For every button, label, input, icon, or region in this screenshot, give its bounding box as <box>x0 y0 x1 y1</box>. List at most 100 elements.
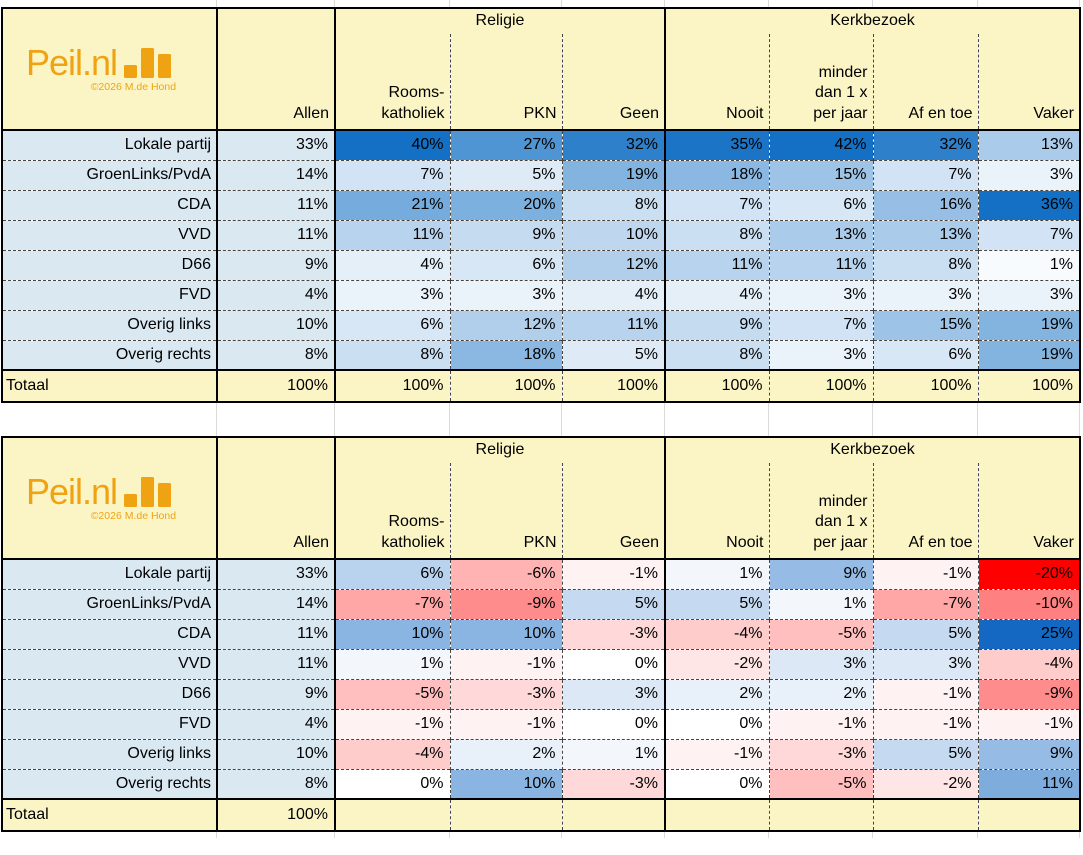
data-cell[interactable]: 4% <box>664 279 769 310</box>
data-cell[interactable]: 7% <box>768 309 873 340</box>
data-cell[interactable]: 15% <box>768 159 873 190</box>
totaal-cell[interactable]: 100% <box>334 369 450 402</box>
data-cell[interactable]: 10% <box>449 618 562 649</box>
data-cell[interactable]: -9% <box>977 678 1080 709</box>
data-cell[interactable]: 19% <box>977 309 1080 340</box>
data-cell[interactable]: 5% <box>872 618 978 649</box>
data-cell[interactable]: 3% <box>977 159 1080 190</box>
data-cell[interactable]: 12% <box>561 249 665 280</box>
data-cell[interactable]: 0% <box>664 708 769 739</box>
data-cell[interactable]: 10% <box>561 219 665 250</box>
totaal-cell[interactable]: 100% <box>768 369 873 402</box>
data-cell[interactable]: 2% <box>449 738 562 769</box>
data-cell[interactable]: 3% <box>768 339 873 370</box>
data-cell[interactable]: -9% <box>449 588 562 619</box>
data-cell[interactable]: -1% <box>768 708 873 739</box>
data-cell[interactable]: 0% <box>334 768 450 799</box>
data-cell[interactable]: -1% <box>872 678 978 709</box>
col-header[interactable]: Af en toe <box>872 34 978 130</box>
data-cell[interactable]: 13% <box>977 129 1080 160</box>
allen-cell[interactable]: 9% <box>216 678 335 709</box>
data-cell[interactable]: -1% <box>664 738 769 769</box>
data-cell[interactable]: 15% <box>872 309 978 340</box>
data-cell[interactable]: -1% <box>334 708 450 739</box>
data-cell[interactable]: 6% <box>449 249 562 280</box>
row-label[interactable]: D66 <box>2 249 217 280</box>
data-cell[interactable]: -7% <box>334 588 450 619</box>
allen-cell[interactable]: 11% <box>216 648 335 679</box>
data-cell[interactable]: 3% <box>768 279 873 310</box>
row-label[interactable]: Lokale partij <box>2 558 217 589</box>
data-cell[interactable]: 1% <box>977 249 1080 280</box>
totaal-cell[interactable] <box>334 798 450 831</box>
totaal-cell[interactable] <box>664 798 769 831</box>
data-cell[interactable]: 2% <box>664 678 769 709</box>
allen-cell[interactable]: 8% <box>216 768 335 799</box>
data-cell[interactable]: 1% <box>334 648 450 679</box>
group-header-kerkbezoek[interactable]: Kerkbezoek <box>664 437 1080 463</box>
data-cell[interactable]: 12% <box>449 309 562 340</box>
row-label[interactable]: Overig rechts <box>2 768 217 799</box>
data-cell[interactable]: 9% <box>664 309 769 340</box>
row-label[interactable]: GroenLinks/PvdA <box>2 588 217 619</box>
allen-cell[interactable]: 33% <box>216 558 335 589</box>
data-cell[interactable]: 32% <box>561 129 665 160</box>
totaal-cell[interactable] <box>872 798 978 831</box>
data-cell[interactable]: 11% <box>664 249 769 280</box>
data-cell[interactable]: 10% <box>449 768 562 799</box>
data-cell[interactable]: 16% <box>872 189 978 220</box>
data-cell[interactable]: 3% <box>561 678 665 709</box>
data-cell[interactable]: 7% <box>872 159 978 190</box>
totaal-cell[interactable] <box>977 798 1080 831</box>
data-cell[interactable]: 25% <box>977 618 1080 649</box>
data-cell[interactable]: -2% <box>872 768 978 799</box>
data-cell[interactable]: 4% <box>334 249 450 280</box>
allen-cell[interactable]: 11% <box>216 189 335 220</box>
group-header-religie[interactable]: Religie <box>334 8 665 34</box>
row-label[interactable]: FVD <box>2 708 217 739</box>
data-cell[interactable]: 42% <box>768 129 873 160</box>
totaal-cell[interactable]: 100% <box>216 798 335 831</box>
data-cell[interactable]: 7% <box>334 159 450 190</box>
data-cell[interactable]: 18% <box>449 339 562 370</box>
data-cell[interactable]: 0% <box>561 708 665 739</box>
data-cell[interactable]: -6% <box>449 558 562 589</box>
allen-cell[interactable]: 11% <box>216 618 335 649</box>
row-label[interactable]: D66 <box>2 678 217 709</box>
totaal-cell[interactable]: 100% <box>216 369 335 402</box>
col-header-allen[interactable]: Allen <box>216 437 335 559</box>
data-cell[interactable]: 3% <box>872 648 978 679</box>
data-cell[interactable]: 3% <box>768 648 873 679</box>
data-cell[interactable]: 3% <box>872 279 978 310</box>
data-cell[interactable]: 5% <box>561 588 665 619</box>
allen-cell[interactable]: 11% <box>216 219 335 250</box>
data-cell[interactable]: 1% <box>561 738 665 769</box>
data-cell[interactable]: -3% <box>768 738 873 769</box>
data-cell[interactable]: -1% <box>449 708 562 739</box>
col-header[interactable]: minder dan 1 x per jaar <box>768 463 873 559</box>
row-label[interactable]: Overig links <box>2 309 217 340</box>
col-header[interactable]: Rooms- katholiek <box>334 34 450 130</box>
data-cell[interactable]: -2% <box>664 648 769 679</box>
totaal-cell[interactable] <box>561 798 665 831</box>
data-cell[interactable]: 3% <box>449 279 562 310</box>
totaal-cell[interactable]: 100% <box>664 369 769 402</box>
data-cell[interactable]: -3% <box>561 618 665 649</box>
row-label[interactable]: GroenLinks/PvdA <box>2 159 217 190</box>
totaal-cell[interactable]: 100% <box>561 369 665 402</box>
data-cell[interactable]: 7% <box>664 189 769 220</box>
allen-cell[interactable]: 10% <box>216 309 335 340</box>
totaal-cell[interactable]: 100% <box>449 369 562 402</box>
data-cell[interactable]: 9% <box>977 738 1080 769</box>
data-cell[interactable]: 20% <box>449 189 562 220</box>
data-cell[interactable]: 13% <box>768 219 873 250</box>
col-header[interactable]: Af en toe <box>872 463 978 559</box>
data-cell[interactable]: -1% <box>449 648 562 679</box>
col-header[interactable]: Nooit <box>664 34 769 130</box>
allen-cell[interactable]: 14% <box>216 588 335 619</box>
data-cell[interactable]: 3% <box>334 279 450 310</box>
data-cell[interactable]: 7% <box>977 219 1080 250</box>
totaal-label[interactable]: Totaal <box>2 798 217 831</box>
data-cell[interactable]: -5% <box>334 678 450 709</box>
data-cell[interactable]: -3% <box>561 768 665 799</box>
